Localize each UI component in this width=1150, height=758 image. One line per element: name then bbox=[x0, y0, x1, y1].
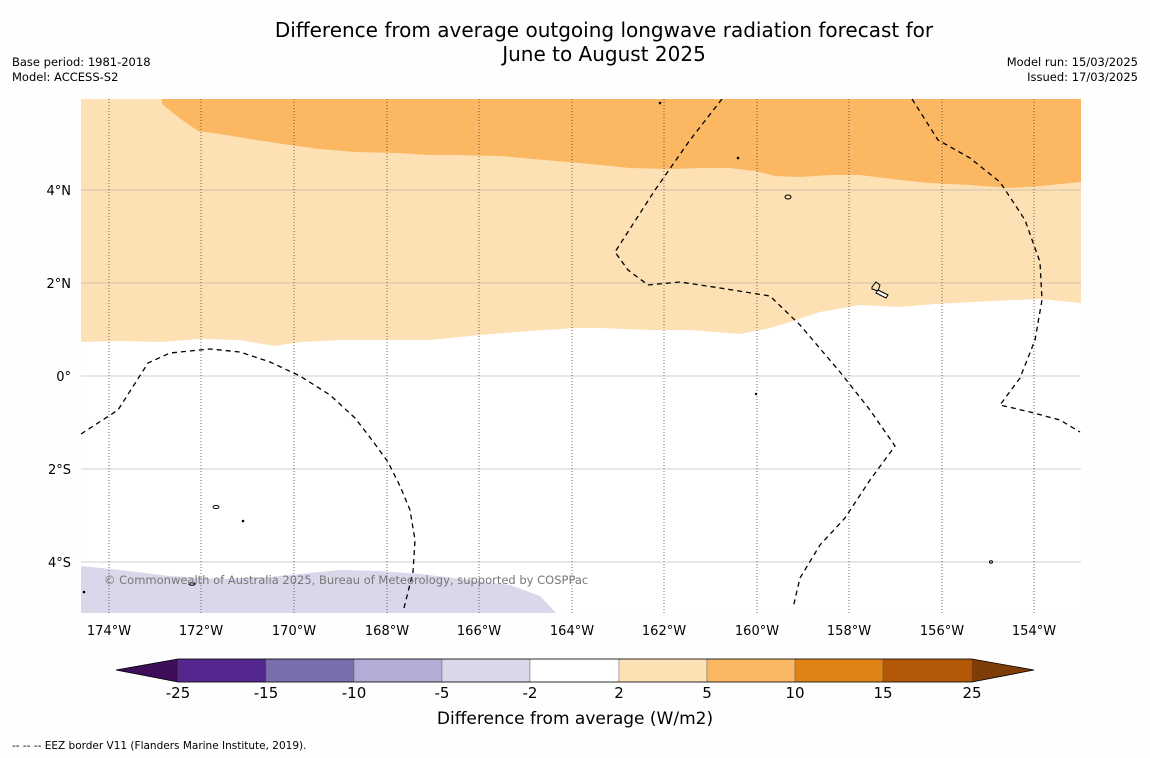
colorbar-segment bbox=[441, 658, 531, 683]
lat-label-2s: 2°S bbox=[48, 463, 71, 478]
gridlines bbox=[81, 99, 1081, 613]
colorbar-tick: 2 bbox=[614, 684, 624, 702]
island-2 bbox=[212, 505, 220, 509]
eez-legend-text: -- -- -- EEZ border V11 (Flanders Marine… bbox=[12, 740, 307, 752]
colorbar: -25 -15 -10 -5 -2 2 5 10 15 25 bbox=[115, 658, 1035, 702]
eez-border-kiribati-line-west bbox=[614, 99, 896, 609]
colorbar-extend-low bbox=[116, 659, 178, 682]
eez-borders bbox=[81, 99, 1081, 609]
lon-label-158w: 158°W bbox=[827, 624, 871, 639]
colorbar-segment bbox=[529, 658, 620, 683]
map-panel: © Commonwealth of Australia 2025, Bureau… bbox=[81, 99, 1081, 613]
model-text: Model: ACCESS-S2 bbox=[12, 70, 119, 84]
lon-label-156w: 156°W bbox=[920, 624, 964, 639]
lat-label-2n: 2°N bbox=[47, 277, 72, 292]
island-5 bbox=[82, 590, 86, 594]
lon-axis-labels: 174°W 172°W 170°W 168°W 166°W 164°W 162°… bbox=[87, 624, 1056, 639]
lon-label-164w: 164°W bbox=[550, 624, 594, 639]
colorbar-tick: 5 bbox=[702, 684, 712, 702]
colorbar-segment bbox=[882, 658, 973, 683]
colorbar-extend-high bbox=[972, 659, 1034, 682]
island-8 bbox=[754, 392, 758, 396]
model-run-text: Model run: 15/03/2025 bbox=[1006, 55, 1138, 69]
lat-axis-labels: 4°N 2°N 0° 2°S 4°S bbox=[47, 184, 72, 571]
lon-label-166w: 166°W bbox=[457, 624, 501, 639]
lon-label-172w: 172°W bbox=[179, 624, 223, 639]
colorbar-ticks: -25 -15 -10 -5 -2 2 5 10 15 25 bbox=[166, 684, 982, 702]
colorbar-segment bbox=[706, 658, 796, 683]
colorbar-outline bbox=[115, 658, 1035, 683]
colorbar-segment bbox=[618, 658, 708, 683]
lat-label-4s: 4°S bbox=[48, 556, 71, 571]
lon-label-160w: 160°W bbox=[735, 624, 779, 639]
colorbar-segment bbox=[265, 658, 355, 683]
colorbar-tick: -5 bbox=[435, 684, 450, 702]
island-kiritimati bbox=[871, 281, 881, 292]
islands bbox=[82, 101, 993, 594]
map-title: Difference from average outgoing longwav… bbox=[0, 18, 1150, 66]
lat-label-equator: 0° bbox=[56, 370, 71, 385]
island-1 bbox=[784, 194, 792, 200]
copyright-text: © Commonwealth of Australia 2025, Bureau… bbox=[104, 573, 588, 587]
title-line-2: June to August 2025 bbox=[502, 42, 706, 66]
colorbar-tick: 10 bbox=[785, 684, 804, 702]
colorbar-segment bbox=[177, 658, 267, 683]
colorbar-tick: 25 bbox=[962, 684, 981, 702]
colorbar-tick: -2 bbox=[523, 684, 538, 702]
anomaly-minus2-to-minus5-region bbox=[81, 566, 556, 613]
colorbar-label: Difference from average (W/m2) bbox=[436, 709, 714, 729]
island-7 bbox=[736, 156, 740, 160]
colorbar-tick: -25 bbox=[166, 684, 191, 702]
lon-label-162w: 162°W bbox=[642, 624, 686, 639]
island-kiritimati-lagoon bbox=[875, 289, 889, 299]
issued-text: Issued: 17/03/2025 bbox=[1027, 70, 1138, 84]
base-period-text: Base period: 1981-2018 bbox=[12, 55, 151, 69]
colorbar-tick: 15 bbox=[873, 684, 892, 702]
colorbar-segment bbox=[353, 658, 443, 683]
island-4 bbox=[188, 582, 196, 586]
colorbar-tick: -15 bbox=[254, 684, 279, 702]
lat-label-4n: 4°N bbox=[47, 184, 72, 199]
colorbar-segment bbox=[794, 658, 884, 683]
colorbar-tick: -10 bbox=[342, 684, 367, 702]
anomaly-5-to-10-region bbox=[162, 99, 1081, 188]
island-9 bbox=[989, 560, 993, 564]
title-line-1: Difference from average outgoing longwav… bbox=[274, 18, 934, 42]
lon-label-174w: 174°W bbox=[87, 624, 131, 639]
lon-label-154w: 154°W bbox=[1012, 624, 1056, 639]
lon-label-170w: 170°W bbox=[272, 624, 316, 639]
lon-label-168w: 168°W bbox=[365, 624, 409, 639]
island-3 bbox=[241, 519, 245, 523]
island-6 bbox=[658, 101, 662, 105]
meta-left: Base period: 1981-2018 Model: ACCESS-S2 bbox=[12, 55, 151, 85]
eez-border-kiribati-line-east bbox=[911, 99, 1081, 433]
meta-right: Model run: 15/03/2025 Issued: 17/03/2025 bbox=[1007, 55, 1138, 85]
